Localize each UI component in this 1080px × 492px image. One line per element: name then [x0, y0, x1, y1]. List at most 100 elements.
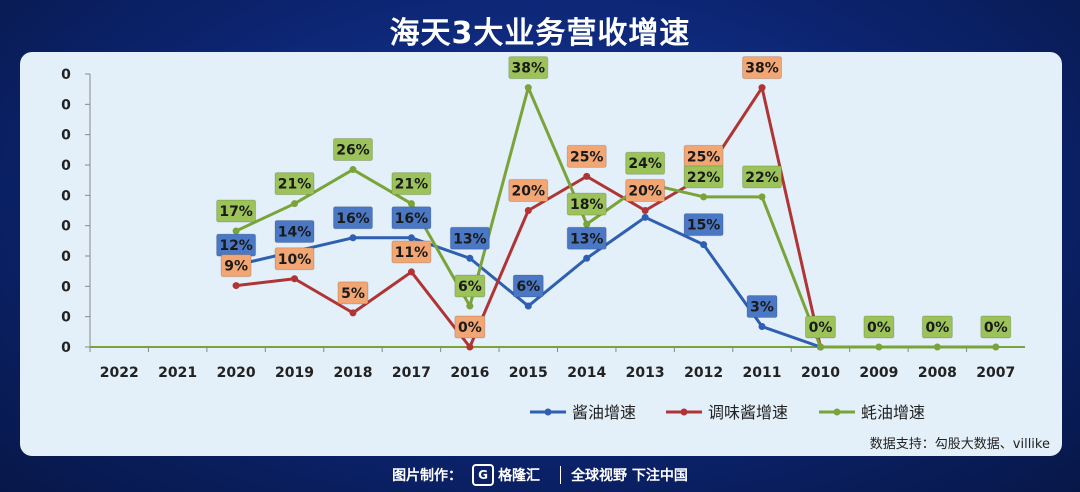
data-label-seasoning: 38%	[745, 61, 779, 77]
data-point-seasoning	[641, 207, 649, 214]
data-label-seasoning: 25%	[570, 149, 604, 165]
data-point-oyster	[992, 343, 1000, 351]
y-tick-label: 0	[61, 219, 71, 235]
x-tick-label: 2012	[684, 365, 723, 381]
data-label-box	[274, 219, 315, 243]
data-point-oyster	[291, 200, 299, 208]
data-label-box	[220, 254, 252, 278]
data-point-oyster	[524, 84, 532, 92]
footer: 图片制作： G 格隆汇 全球视野 下注中国	[0, 462, 1080, 488]
y-tick-label: 0	[61, 97, 71, 113]
data-point-seasoning	[583, 172, 591, 180]
data-label-box	[337, 281, 369, 305]
data-label-box	[980, 315, 1012, 339]
data-label-box	[742, 165, 783, 189]
x-tick-label: 2019	[275, 365, 314, 381]
legend-label-oyster: 蚝油增速	[861, 403, 925, 422]
data-label-oyster: 0%	[867, 320, 891, 336]
data-label-oyster: 6%	[458, 279, 482, 295]
data-label-soy: 16%	[336, 211, 370, 227]
data-label-box	[804, 315, 836, 339]
x-tick-label: 2011	[743, 365, 782, 381]
x-tick-label: 2016	[450, 365, 489, 381]
x-tick-label: 2008	[918, 365, 957, 381]
legend-label-seasoning: 调味酱增速	[708, 403, 788, 422]
data-label-box	[921, 315, 953, 339]
y-tick-label: 0	[61, 188, 71, 204]
data-point-soy	[641, 213, 649, 221]
data-label-oyster: 18%	[570, 197, 604, 213]
y-tick-label: 0	[61, 340, 71, 356]
data-point-soy	[758, 323, 766, 331]
data-label-seasoning: 25%	[687, 149, 721, 165]
data-point-seasoning	[349, 309, 357, 317]
slogan: 全球视野 下注中国	[571, 468, 688, 484]
y-tick-label: 0	[61, 310, 71, 326]
data-label-box	[625, 179, 666, 202]
brand-name: 格隆汇	[498, 468, 541, 484]
data-label-soy: 6%	[516, 279, 540, 295]
data-label-oyster: 24%	[628, 156, 662, 172]
data-label-box	[508, 179, 549, 202]
data-label-soy: 12%	[219, 238, 253, 254]
legend-label-soy: 酱油增速	[572, 403, 636, 422]
data-label-box	[332, 138, 373, 162]
data-label-box	[742, 56, 783, 80]
data-label-oyster: 38%	[512, 61, 546, 77]
data-label-box	[863, 315, 895, 339]
y-tick-label: 0	[61, 67, 71, 83]
data-point-soy	[700, 241, 708, 249]
data-label-seasoning: 11%	[395, 245, 429, 261]
data-label-soy: 13%	[570, 231, 604, 247]
x-tick-label: 2013	[626, 365, 665, 381]
data-label-box	[391, 240, 432, 264]
data-point-oyster	[700, 193, 708, 201]
data-point-soy	[524, 302, 532, 310]
data-label-box	[391, 172, 432, 196]
x-tick-label: 2010	[801, 365, 840, 381]
data-label-box	[454, 315, 486, 339]
data-label-oyster: 21%	[278, 177, 312, 193]
data-point-soy	[349, 234, 357, 242]
data-label-box	[508, 56, 549, 80]
data-point-seasoning	[407, 268, 415, 276]
data-point-oyster	[758, 193, 766, 201]
x-tick-label: 2017	[392, 365, 431, 381]
data-label-box	[625, 151, 666, 175]
data-label-oyster: 17%	[219, 204, 253, 220]
data-label-oyster: 22%	[745, 170, 779, 186]
data-label-seasoning: 20%	[512, 184, 546, 200]
y-tick-label: 0	[61, 279, 71, 295]
data-label-oyster: 22%	[687, 170, 721, 186]
data-point-oyster	[583, 220, 591, 228]
data-label-soy: 15%	[687, 218, 721, 234]
legend-marker-seasoning	[680, 408, 688, 416]
legend-marker-oyster	[833, 408, 841, 416]
x-tick-label: 2021	[158, 365, 197, 381]
data-label-box	[274, 247, 315, 271]
x-tick-label: 2022	[100, 365, 139, 381]
y-tick-label: 0	[61, 128, 71, 144]
data-label-oyster: 0%	[809, 320, 833, 336]
data-label-box	[566, 144, 607, 168]
data-label-oyster: 0%	[984, 320, 1008, 336]
series-line-oyster	[235, 86, 996, 349]
data-label-box	[683, 165, 724, 189]
data-label-soy: 16%	[395, 211, 429, 227]
data-label-box	[566, 226, 607, 250]
data-point-seasoning	[524, 207, 532, 214]
data-label-box	[512, 274, 544, 298]
data-label-soy: 3%	[750, 300, 774, 316]
data-point-oyster	[933, 343, 941, 351]
data-label-seasoning: 20%	[628, 184, 662, 200]
data-label-seasoning: 10%	[278, 252, 312, 268]
data-point-seasoning	[291, 275, 299, 283]
x-tick-label: 2018	[333, 365, 372, 381]
data-point-soy	[407, 234, 415, 242]
data-label-box	[332, 206, 373, 230]
x-tick-label: 2014	[567, 365, 606, 381]
y-tick-label: 0	[61, 249, 71, 265]
legend-marker-soy	[544, 408, 552, 416]
data-point-oyster	[349, 166, 357, 174]
